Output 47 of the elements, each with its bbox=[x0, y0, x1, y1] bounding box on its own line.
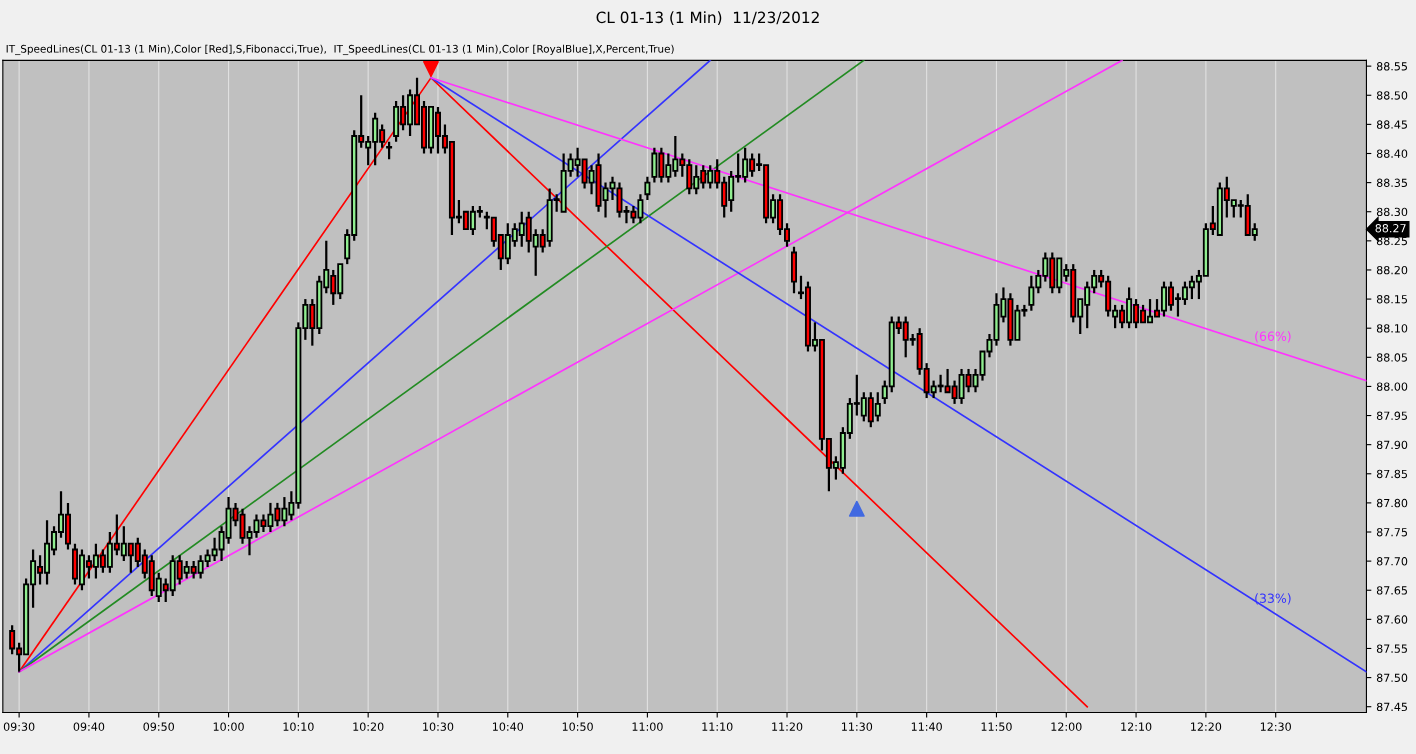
y-tick-label: 88.05 bbox=[1376, 353, 1407, 362]
y-tick-label: 87.75 bbox=[1376, 527, 1407, 537]
y-tick-label: 87.85 bbox=[1376, 469, 1407, 479]
y-tick-label: 87.60 bbox=[1376, 615, 1408, 624]
annotation: (66%) bbox=[1255, 331, 1291, 343]
y-tick-label: 87.70 bbox=[1376, 557, 1408, 566]
annotation: (33%) bbox=[1255, 593, 1291, 605]
y-tick-label: 87.90 bbox=[1376, 440, 1408, 450]
x-tick-label: 10:00 bbox=[213, 722, 244, 731]
x-tick-label: 09:30 bbox=[3, 722, 35, 731]
x-tick-label: 09:50 bbox=[143, 722, 175, 731]
x-tick-label: 10:30 bbox=[423, 722, 454, 731]
x-tick-label: 11:30 bbox=[842, 722, 873, 731]
x-tick-label: 12:00 bbox=[1051, 722, 1082, 731]
x-tick-label: 09:40 bbox=[73, 722, 105, 731]
text: 88.27 bbox=[1375, 224, 1406, 233]
x-tick-label: 11:50 bbox=[981, 722, 1012, 731]
x-tick-label: 12:30 bbox=[1260, 722, 1291, 731]
y-tick-label: 88.45 bbox=[1376, 120, 1407, 129]
y-tick-label: 88.30 bbox=[1376, 207, 1408, 217]
y-tick-label: 88.40 bbox=[1376, 149, 1408, 158]
y-tick-label: 87.45 bbox=[1376, 702, 1407, 712]
y-tick-label: 87.65 bbox=[1376, 586, 1407, 595]
x-tick-label: 10:10 bbox=[283, 722, 314, 731]
chart-subtitle: IT_SpeedLines(CL 01-13 (1 Min),Color [Red],S,Fibonacci,True), IT_SpeedLines(CL 01-13 (1 Min),Color [RoyalBlue],X,Percent,True) bbox=[6, 44, 674, 56]
y-tick-label: 88.55 bbox=[1376, 62, 1407, 71]
x-tick-label: 11:20 bbox=[772, 722, 803, 731]
x-tick-label: 10:20 bbox=[353, 722, 384, 731]
x-tick-label: 12:20 bbox=[1191, 722, 1222, 731]
y-tick-label: 88.10 bbox=[1376, 324, 1408, 333]
x-tick-label: 11:10 bbox=[702, 722, 733, 731]
y-tick-label: 87.95 bbox=[1376, 411, 1407, 420]
y-tick-label: 88.25 bbox=[1376, 236, 1407, 246]
y-tick-label: 87.80 bbox=[1376, 498, 1408, 508]
y-tick-label: 88.50 bbox=[1376, 91, 1408, 100]
x-tick-label: 10:40 bbox=[493, 722, 524, 731]
x-tick-label: 11:00 bbox=[632, 722, 663, 731]
x-tick-label: 12:10 bbox=[1121, 722, 1152, 731]
chart-title: CL 01-13 (1 Min) 11/23/2012 bbox=[596, 11, 819, 25]
y-tick-label: 88.20 bbox=[1376, 265, 1408, 275]
y-tick-label: 88.35 bbox=[1376, 178, 1407, 187]
y-tick-label: 87.55 bbox=[1376, 644, 1407, 653]
y-tick-label: 88.15 bbox=[1376, 295, 1407, 304]
x-tick-label: 10:50 bbox=[562, 722, 593, 731]
y-tick-label: 87.50 bbox=[1376, 673, 1408, 682]
y-tick-label: 88.00 bbox=[1376, 382, 1408, 391]
x-tick-label: 11:40 bbox=[911, 722, 942, 731]
